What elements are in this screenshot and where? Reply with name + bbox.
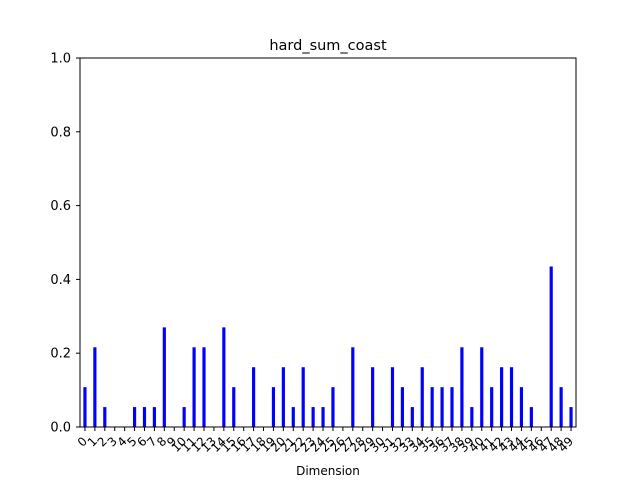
bar-12 [202,347,206,427]
bar-15 [232,387,236,427]
y-tick-label: 1.0 [50,52,71,67]
bar-39 [470,407,474,427]
bar-21 [291,407,295,427]
bar-37 [450,387,454,427]
bar-32 [400,387,404,427]
plot-frame [79,57,577,428]
bar-25 [331,387,335,427]
bar-42 [500,367,504,427]
x-axis-label: Dimension [296,464,360,478]
bar-0 [83,387,87,427]
bar-5 [132,407,137,427]
bar-45 [529,407,533,427]
bar-17 [252,367,256,427]
y-tick-label: 0.4 [50,273,71,288]
x-axis: 0123456789101112131415161718192021222324… [75,427,576,455]
bar-2 [103,407,107,427]
bar-11 [192,347,196,427]
bar-36 [440,387,444,427]
bar-43 [509,367,514,427]
bar-24 [321,407,325,427]
bar-33 [410,407,414,427]
y-tick-label: 0.6 [50,199,71,214]
bar-31 [390,367,395,427]
y-axis: 0.0 0.2 0.4 0.6 0.8 1.0 [50,52,80,436]
bar-7 [152,407,156,427]
bar-29 [371,367,375,427]
bar-10 [182,407,186,427]
y-tick-label: 0.2 [50,347,71,362]
bar-14 [222,327,226,427]
bar-8 [162,327,166,427]
bar-27 [351,347,355,427]
bar-40 [480,347,484,427]
bar-38 [460,347,464,427]
bar-23 [311,407,315,427]
chart-title: hard_sum_coast [269,38,387,54]
bar-41 [490,387,494,427]
bars-group [83,266,573,427]
bar-34 [420,367,424,427]
bar-35 [430,387,434,427]
bar-49 [569,407,573,427]
bar-20 [281,367,285,427]
bar-6 [142,407,147,427]
bar-44 [519,387,524,427]
bar-47 [549,266,553,427]
bar-48 [559,387,563,427]
bar-22 [301,367,305,427]
bar-19 [271,387,276,427]
y-tick-label: 0.0 [50,421,71,436]
y-tick-label: 0.8 [50,125,71,140]
bar-1 [93,347,97,427]
